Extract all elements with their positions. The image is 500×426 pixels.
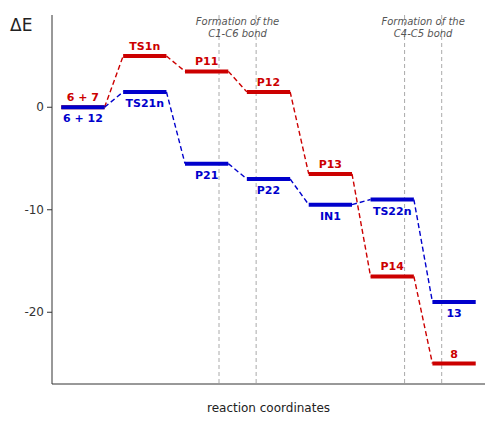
annotation-line: Formation of the — [381, 16, 464, 27]
level-label: P11 — [195, 55, 218, 68]
level-label: TS1n — [129, 40, 160, 53]
y-tick — [47, 107, 52, 108]
y-axis — [52, 15, 53, 384]
level-label: IN1 — [320, 210, 341, 223]
y-tick-label: 0 — [36, 100, 44, 114]
energy-level — [432, 362, 475, 366]
level-label: P14 — [381, 260, 405, 273]
connector — [166, 56, 185, 71]
y-tick-label: -10 — [24, 203, 44, 217]
annotation: Formation of theC1-C6 bond — [196, 16, 279, 39]
bond-line — [256, 15, 257, 384]
energy-level — [185, 69, 228, 73]
connector — [105, 56, 124, 107]
level-label: TS22n — [373, 205, 412, 218]
annotation-line: C4-C5 bond — [394, 28, 453, 39]
level-label: TS21n — [125, 97, 164, 110]
energy-level — [371, 274, 414, 278]
bond-line — [441, 15, 442, 384]
plot-area — [61, 56, 475, 364]
level-labels: 6 + 7 TS1n P11 P12 P13 P14 8 6 + 12 TS21n P21 P22 I… — [63, 40, 462, 361]
level-label: P21 — [195, 169, 218, 182]
annotation: Formation of theC4-C5 bond — [381, 16, 464, 39]
connector — [228, 164, 247, 179]
level-label: P12 — [257, 76, 280, 89]
connector — [166, 92, 185, 164]
connector — [414, 200, 433, 303]
connector — [290, 179, 309, 205]
energy-level — [61, 105, 104, 109]
x-axis — [52, 384, 485, 385]
level-label: 8 — [450, 348, 458, 361]
energy-level — [309, 172, 352, 176]
y-axis-label: ΔE — [10, 15, 32, 35]
energy-level — [185, 162, 228, 166]
energy-level — [371, 198, 414, 202]
energy-level — [247, 90, 290, 94]
y-tick-label: -20 — [24, 305, 44, 319]
connector — [290, 92, 309, 174]
connector — [352, 174, 371, 277]
y-tick — [47, 312, 52, 313]
level-label: P22 — [257, 184, 280, 197]
y-tick — [47, 209, 52, 210]
energy-level — [123, 90, 166, 94]
energy-level — [61, 105, 104, 109]
annotation-line: Formation of the — [196, 16, 279, 27]
energy-level — [432, 300, 475, 304]
level-label: 6 + 7 — [67, 91, 99, 104]
level-label: 6 + 12 — [63, 112, 103, 125]
energy-level — [123, 54, 166, 58]
annotation-line: C1-C6 bond — [208, 28, 267, 39]
connector — [228, 71, 247, 92]
energy-level — [247, 177, 290, 181]
x-axis-label: reaction coordinates — [207, 401, 330, 415]
level-label: 13 — [446, 307, 461, 320]
connector — [105, 92, 124, 107]
energy-level — [309, 203, 352, 207]
level-label: P13 — [319, 158, 342, 171]
connector — [352, 200, 371, 205]
chart: Formation of theC1-C6 bondFormation of t… — [0, 0, 500, 426]
